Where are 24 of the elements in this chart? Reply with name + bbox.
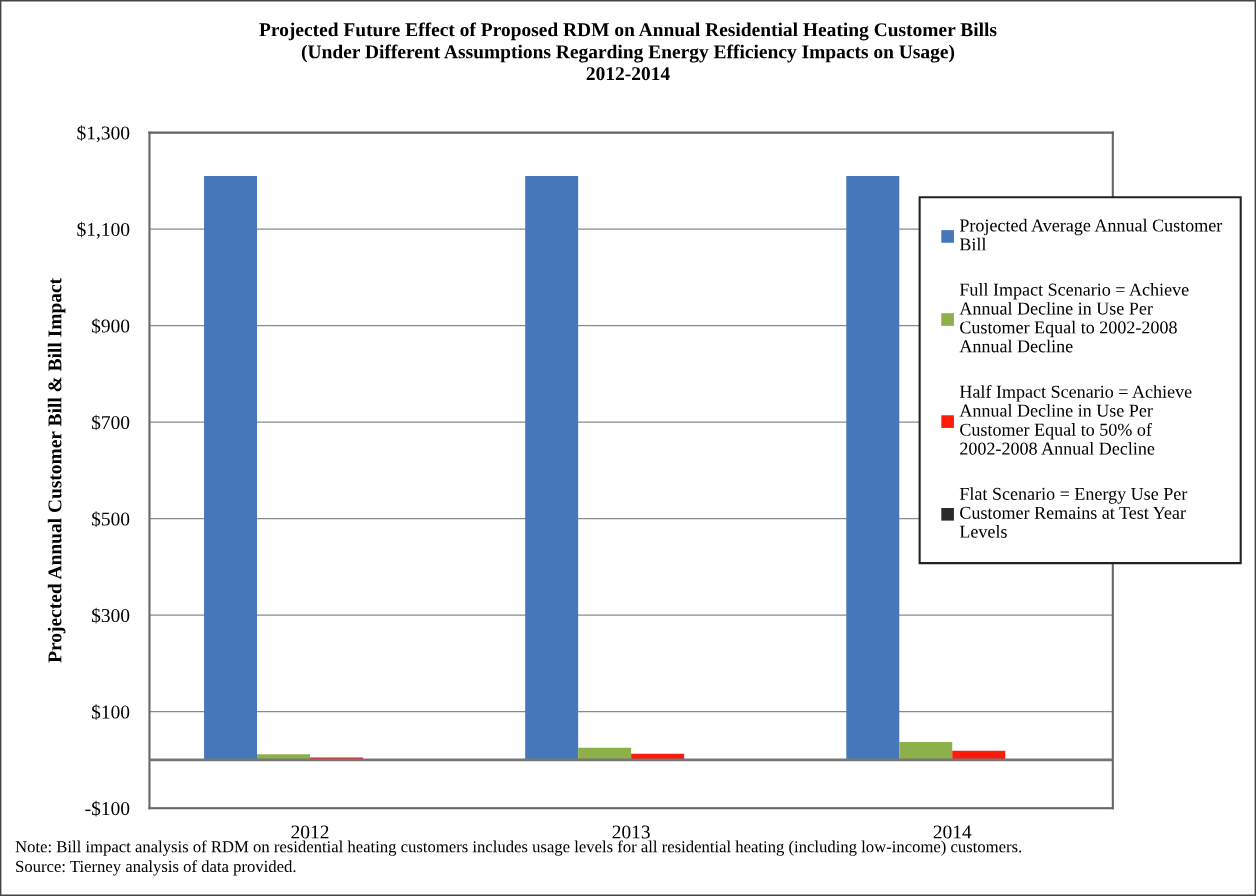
source-note: Source: Tierney analysis of data provided. — [16, 860, 296, 876]
text: Note: Bill impact analysis of RDM on residential heating customers includes usage levels for all residential heating (including low-income) customers. — [15, 840, 1022, 856]
y-tick-label: $900 — [91, 318, 130, 334]
bar — [578, 747, 632, 760]
y-tick-label: $1,100 — [77, 221, 130, 239]
y-tick-label: $700 — [91, 414, 130, 431]
legend-label: Projected Average Annual Customer Bill — [959, 218, 1223, 251]
y-tick-label: $500 — [91, 511, 130, 527]
x-tick-label: 2012 — [291, 825, 329, 839]
x-tick-label: 2013 — [612, 825, 650, 839]
x-tick-label: 2014 — [933, 825, 972, 839]
y-axis-title: Projected Annual Customer Bill & Bill Impact — [47, 278, 66, 663]
bar — [204, 176, 258, 760]
y-tick-label: -$100 — [85, 800, 130, 817]
chart-title: Projected Future Effect of Proposed RDM on Annual Residential Heating Customer Bills (Under Different Assumptions Regarding Energy Efficiency Impacts on Usage) 2012-2014 — [259, 22, 997, 81]
y-tick-label: $100 — [91, 704, 130, 720]
legend-label: Full Impact Scenario = Achieve Annual Decline in Use Per Customer Equal to 2002-2008 Annual Decline — [959, 283, 1189, 353]
bar — [525, 176, 579, 760]
y-tick-label: $300 — [91, 607, 130, 624]
bar — [899, 742, 953, 760]
bar — [846, 176, 900, 760]
y-tick-label: $1,300 — [77, 125, 130, 143]
legend-label: Half Impact Scenario = Achieve Annual Decline in Use Per Customer Equal to 50% of 2002-2008 Annual Decline — [959, 384, 1192, 455]
legend-label: Flat Scenario = Energy Use Per Customer Remains at Test Year Levels — [959, 487, 1188, 538]
